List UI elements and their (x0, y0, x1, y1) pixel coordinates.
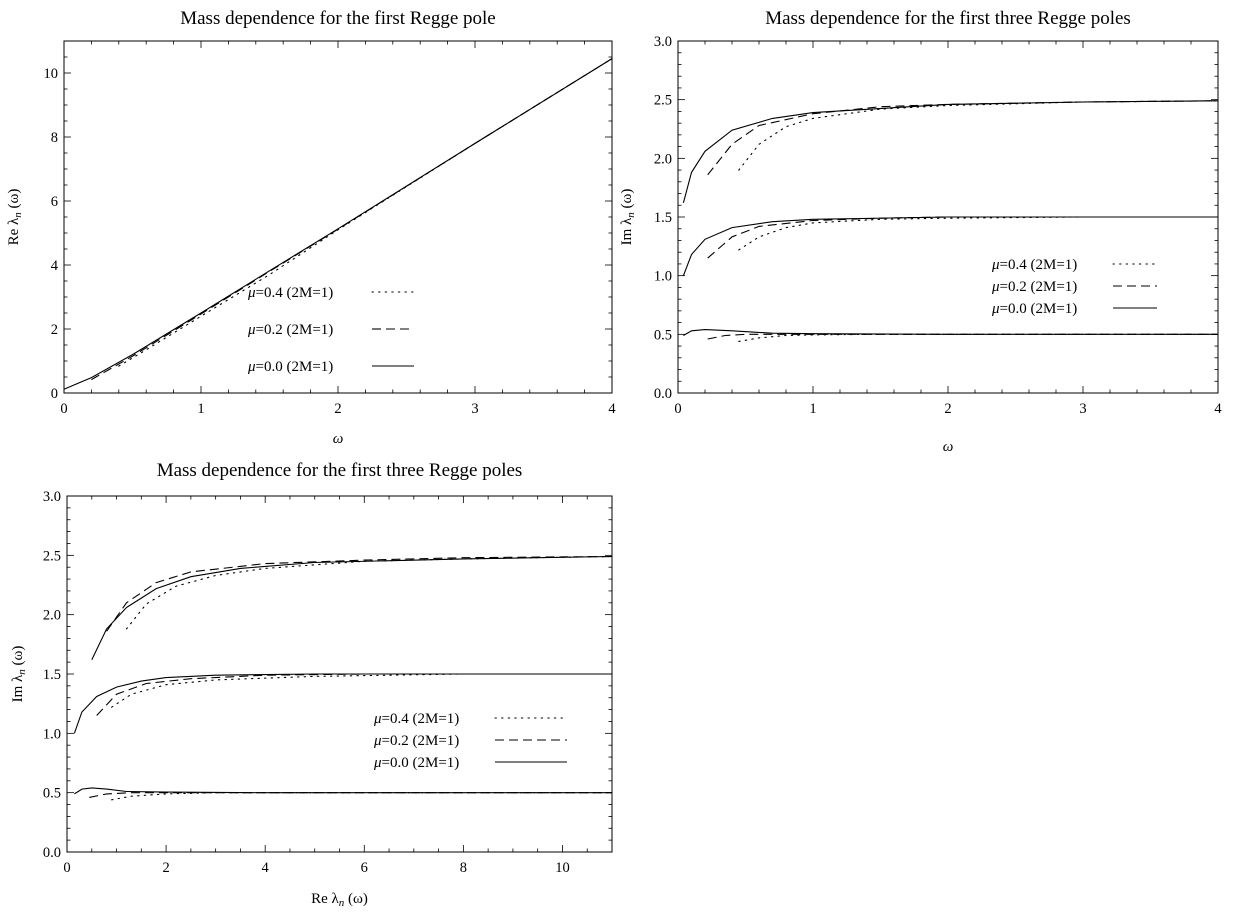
x-tick-label: 2 (162, 860, 169, 876)
series-line-dashed-pole-1 (707, 333, 1218, 340)
series-line-dotted-pole-3 (738, 100, 1219, 171)
legend-label: μ=0.0 (2M=1) (247, 359, 333, 375)
y-tick-label: 0.0 (654, 386, 672, 402)
legend: μ=0.4 (2M=1) μ=0.2 (2M=1) μ=0.0 (2M=1) (247, 285, 415, 375)
series-line-solid-pole-1 (74, 787, 612, 795)
legend-label: μ=0.4 (2M=1) (247, 285, 333, 301)
plot-frame (63, 40, 613, 394)
x-tick-label: 2 (334, 401, 341, 417)
x-tick-label: 0 (674, 401, 681, 417)
x-tick-label: 0 (60, 401, 67, 417)
legend-label: μ=0.0 (2M=1) (373, 755, 459, 771)
y-tick-label: 3.0 (654, 34, 672, 50)
chart-title: Mass dependence for the first three Regg… (765, 8, 1131, 29)
series-line-solid (63, 58, 613, 390)
y-tick-label: 1.0 (654, 269, 672, 285)
legend-label: μ=0.0 (2M=1) (991, 301, 1077, 317)
y-tick-label: 2 (51, 322, 58, 338)
x-tick-label: 6 (361, 860, 368, 876)
series-line-solid-pole-3 (682, 100, 1219, 204)
x-axis-label: ω (943, 439, 954, 455)
series-line-solid-pole-2 (682, 216, 1218, 276)
series-line-dashed-pole-1 (89, 792, 612, 798)
x-tick-label: 3 (471, 401, 478, 417)
chart-title: Mass dependence for the first three Regg… (157, 460, 523, 481)
legend-label: μ=0.2 (2M=1) (991, 279, 1077, 295)
legend-label: μ=0.2 (2M=1) (373, 733, 459, 749)
y-tick-label: 6 (51, 194, 58, 210)
series-line-dotted-pole-1 (738, 333, 1219, 342)
y-axis-label: Im λn (ω) (10, 646, 28, 703)
y-tick-label: 2.0 (654, 151, 672, 167)
x-tick-label: 4 (262, 860, 270, 876)
x-tick-label: 3 (1079, 401, 1086, 417)
legend-label: μ=0.4 (2M=1) (991, 257, 1077, 273)
y-tick-label: 4 (51, 258, 59, 274)
chart-panel-3: Mass dependence for the first three Regg… (10, 460, 613, 909)
chart-title: Mass dependence for the first Regge pole (180, 8, 496, 29)
x-tick-label: 1 (809, 401, 816, 417)
series-line-dotted-pole-2 (738, 216, 1219, 251)
y-tick-label: 2.5 (654, 93, 672, 109)
y-tick-label: 3.0 (43, 489, 61, 505)
series-line-dashed-pole-2 (96, 673, 612, 716)
y-tick-label: 0.0 (43, 845, 61, 861)
y-tick-label: 2.5 (43, 548, 61, 564)
series-line-dashed-pole-3 (707, 100, 1219, 176)
legend: μ=0.4 (2M=1) μ=0.2 (2M=1) μ=0.0 (2M=1) (991, 257, 1158, 317)
series-line-solid-pole-3 (91, 555, 613, 661)
x-tick-label: 10 (555, 860, 570, 876)
series-line-dotted-pole-1 (111, 792, 613, 801)
chart-panel-1: Mass dependence for the first Regge pole… (6, 8, 616, 447)
y-tick-label: 1.5 (654, 210, 672, 226)
x-axis-label: Re λn (ω) (311, 891, 368, 909)
y-tick-label: 0 (51, 386, 58, 402)
x-axis-label: ω (333, 431, 344, 447)
y-axis-label: Re λn (ω) (6, 189, 24, 246)
series-line-dotted-pole-3 (125, 555, 613, 630)
y-tick-label: 10 (44, 66, 59, 82)
series-line-dashed-pole-2 (707, 216, 1218, 259)
x-tick-label: 2 (944, 401, 951, 417)
y-tick-label: 8 (51, 130, 58, 146)
series-line-dashed-pole-3 (106, 555, 613, 632)
x-tick-label: 0 (63, 860, 70, 876)
chart-panel-2: Mass dependence for the first three Regg… (619, 8, 1222, 455)
x-tick-label: 4 (608, 401, 616, 417)
y-tick-label: 1.0 (43, 726, 61, 742)
y-tick-label: 1.5 (43, 667, 61, 683)
y-tick-label: 2.0 (43, 608, 61, 624)
x-tick-label: 8 (460, 860, 467, 876)
y-tick-label: 0.5 (654, 327, 672, 343)
y-tick-label: 0.5 (43, 786, 61, 802)
legend-label: μ=0.2 (2M=1) (247, 322, 333, 338)
legend: μ=0.4 (2M=1) μ=0.2 (2M=1) μ=0.0 (2M=1) (373, 711, 568, 771)
series-line-solid-pole-1 (683, 329, 1218, 336)
x-tick-label: 1 (197, 401, 204, 417)
series-line-solid-pole-2 (73, 673, 612, 734)
y-axis-label: Im λn (ω) (619, 189, 637, 246)
legend-label: μ=0.4 (2M=1) (373, 711, 459, 727)
x-tick-label: 4 (1214, 401, 1222, 417)
